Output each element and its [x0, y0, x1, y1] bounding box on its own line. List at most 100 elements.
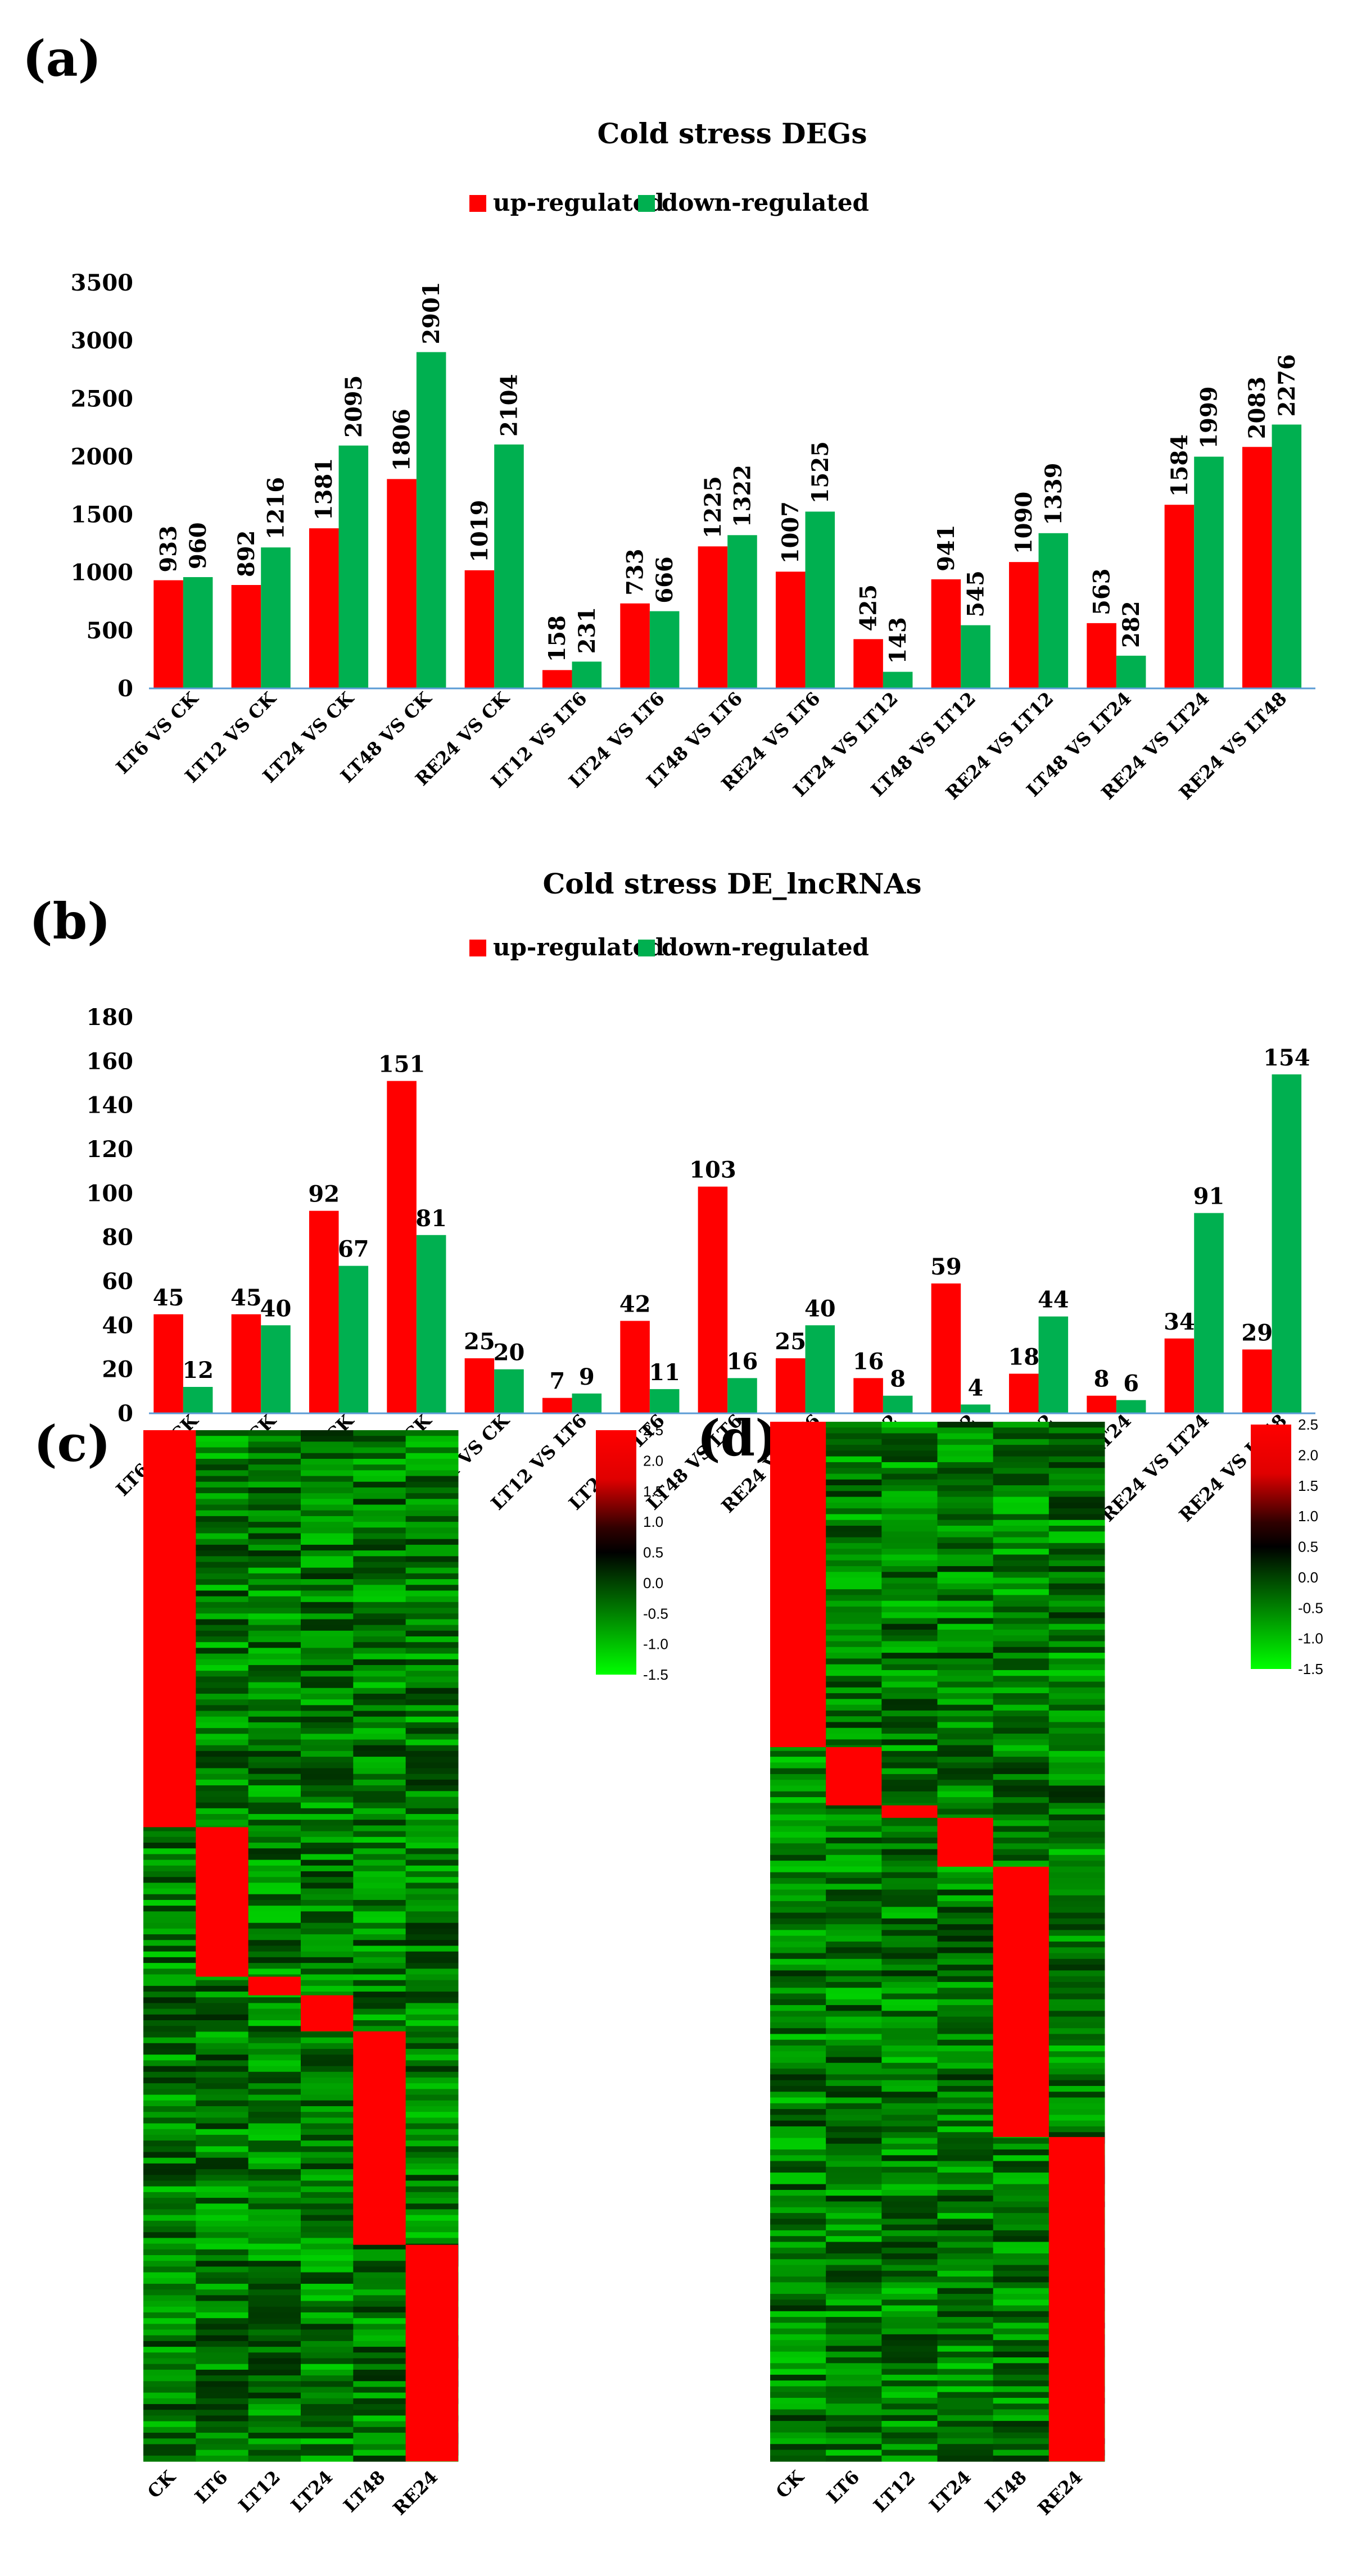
- heatmap-cell: [993, 1456, 1050, 1463]
- heatmap-cell: [826, 1681, 882, 1688]
- heatmap-cell: [1048, 1583, 1105, 1590]
- heatmap-cell: [881, 1866, 938, 1873]
- heatmap-cell: [937, 1693, 994, 1699]
- heatmap-cell: [770, 2178, 826, 2185]
- heatmap-cell: [353, 1642, 406, 1648]
- heatmap-cell: [301, 2450, 354, 2456]
- heatmap-cell: [143, 2335, 196, 2342]
- heatmap-cell: [301, 2220, 354, 2227]
- heatmap-cell: [248, 1860, 301, 1866]
- heatmap-cell: [301, 2433, 354, 2439]
- heatmap-cell: [353, 1533, 406, 1540]
- heatmap-cell: [881, 1947, 938, 1954]
- heatmap-cell: [881, 1820, 938, 1827]
- y-tick-label: 2500: [71, 386, 133, 412]
- data-label: 7: [549, 1368, 565, 1395]
- heatmap-cell: [248, 1705, 301, 1712]
- heatmap-cell: [196, 2249, 249, 2256]
- heatmap-block-re24: [405, 2244, 458, 2461]
- heatmap-cell: [143, 1917, 196, 1924]
- heatmap-cell: [196, 2071, 249, 2078]
- heatmap-cell: [143, 1825, 196, 1832]
- heatmap-column-label: LT12: [234, 2466, 284, 2516]
- data-label: 231: [574, 607, 600, 654]
- heatmap-cell: [405, 1739, 459, 1746]
- heatmap-cell: [353, 2444, 406, 2451]
- heatmap-cell: [881, 2421, 938, 2427]
- bar-up: [309, 1210, 339, 1413]
- heatmap-cell: [353, 2301, 406, 2307]
- bar-up: [464, 570, 495, 688]
- heatmap-cell: [405, 2163, 459, 2170]
- heatmap-cell: [301, 1544, 354, 1551]
- heatmap-cell: [405, 1871, 459, 1877]
- heatmap-cell: [353, 2272, 406, 2279]
- heatmap-cell: [993, 2259, 1050, 2266]
- heatmap-cell: [1048, 1988, 1105, 1994]
- heatmap-cell: [196, 1699, 249, 1706]
- bar-up: [153, 1314, 183, 1413]
- heatmap-cell: [405, 1602, 459, 1608]
- heatmap-cell: [1048, 1450, 1105, 1457]
- heatmap-cell: [937, 1814, 994, 1821]
- heatmap-cell: [301, 1843, 354, 1849]
- heatmap-cell: [301, 2444, 354, 2451]
- heatmap-cell: [993, 1647, 1050, 1653]
- heatmap-cell: [353, 1860, 406, 1866]
- heatmap-cell: [1048, 2074, 1105, 2081]
- heatmap-cell: [937, 1577, 994, 1584]
- heatmap-cell: [1048, 2057, 1105, 2063]
- heatmap-cell: [301, 2031, 354, 2038]
- heatmap-cell: [993, 2282, 1050, 2289]
- heatmap-cell: [301, 1820, 354, 1826]
- heatmap-cell: [770, 2120, 826, 2127]
- heatmap-cell: [196, 1791, 249, 1798]
- heatmap-cell: [196, 1642, 249, 1648]
- heatmap-cell: [301, 1906, 354, 1912]
- heatmap-cell: [353, 2261, 406, 2267]
- heatmap-cell: [881, 1999, 938, 2006]
- heatmap-cell: [1048, 1549, 1105, 1555]
- heatmap-cell: [405, 2175, 459, 2182]
- heatmap-cell: [196, 1510, 249, 1517]
- heatmap-cell: [353, 1619, 406, 1626]
- heatmap-cell: [881, 1734, 938, 1740]
- heatmap-cell: [826, 1935, 882, 1942]
- heatmap-cell: [881, 1958, 938, 1965]
- heatmap-cell: [937, 2039, 994, 2046]
- heatmap-cell: [937, 2051, 994, 2058]
- heatmap-cell: [937, 2351, 994, 2358]
- heatmap-cell: [301, 1745, 354, 1752]
- heatmap-cell: [770, 2300, 826, 2306]
- heatmap-cell: [937, 1889, 994, 1896]
- heatmap-cell: [248, 1470, 301, 1477]
- heatmap-cell: [993, 2236, 1050, 2243]
- heatmap-column-label: LT6: [822, 2466, 864, 2508]
- bar-down: [494, 1369, 524, 1413]
- heatmap-cell: [937, 1884, 994, 1890]
- heatmap-cell: [881, 1676, 938, 1682]
- heatmap-cell: [826, 1635, 882, 1642]
- heatmap-cell: [353, 1797, 406, 1803]
- heatmap-cell: [143, 2169, 196, 2175]
- heatmap-cell: [826, 2092, 882, 2098]
- heatmap-cell: [196, 2335, 249, 2342]
- heatmap-cell: [937, 2253, 994, 2260]
- heatmap-cell: [826, 2115, 882, 2121]
- heatmap-cell: [405, 1441, 459, 1448]
- heatmap-cell: [1048, 1716, 1105, 1723]
- heatmap-cell: [937, 2161, 994, 2167]
- heatmap-cell: [196, 1722, 249, 1729]
- heatmap-cell: [248, 1544, 301, 1551]
- heatmap-cell: [248, 2226, 301, 2233]
- heatmap-cell: [1048, 1877, 1105, 1884]
- bar-up: [309, 528, 339, 688]
- heatmap-cell: [993, 2178, 1050, 2185]
- heatmap-cell: [353, 1906, 406, 1912]
- heatmap-cell: [248, 1894, 301, 1901]
- heatmap-cell: [248, 1619, 301, 1626]
- heatmap-cell: [1048, 2022, 1105, 2029]
- heatmap-cell: [143, 2301, 196, 2307]
- heatmap-cell: [881, 2109, 938, 2115]
